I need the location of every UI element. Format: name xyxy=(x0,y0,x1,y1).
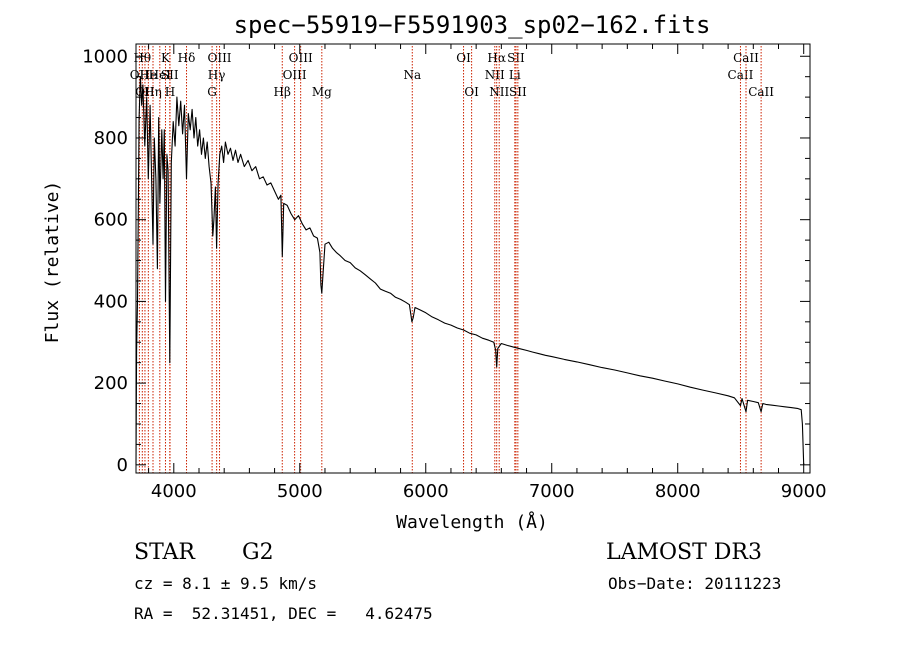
y-tick-label-3: 600 xyxy=(94,210,128,231)
x-tick-label-1: 5000 xyxy=(277,481,323,502)
series-layer xyxy=(135,76,805,465)
line-label-23: Li xyxy=(509,68,521,82)
line-label-18: OI xyxy=(456,51,471,65)
y-tick-label-1: 200 xyxy=(94,373,128,394)
series-line-spectrum xyxy=(135,76,805,465)
sky-coordinates: RA = 52.31451, DEC = 4.62475 xyxy=(134,604,433,623)
line-label-1: Hθ xyxy=(133,51,151,65)
x-tick-label-4: 8000 xyxy=(655,481,701,502)
x-tick-label-5: 9000 xyxy=(781,481,827,502)
line-label-27: CaII xyxy=(733,51,759,65)
line-label-26: CaII xyxy=(728,68,754,82)
line-label-7: SII xyxy=(161,68,179,82)
line-label-16: Mg xyxy=(312,85,332,99)
line-label-11: Hγ xyxy=(208,68,226,82)
emission-line-markers: OIIHθOIIHeHηHeIKSIIHHδGHγOIIIHβOIIIOIIIM… xyxy=(130,46,774,473)
line-label-25: SII xyxy=(509,85,527,99)
survey-name: LAMOST DR3 xyxy=(606,540,762,565)
line-label-28: CaII xyxy=(748,85,774,99)
line-label-14: OIII xyxy=(283,68,307,82)
line-label-13: Hβ xyxy=(274,85,291,99)
line-label-17: Na xyxy=(403,68,421,82)
y-axis-label: Flux (relative) xyxy=(42,181,63,344)
redshift-velocity: cz = 8.1 ± 9.5 km/s xyxy=(134,574,318,593)
x-tick-label-2: 6000 xyxy=(403,481,449,502)
y-tick-label-4: 800 xyxy=(94,128,128,149)
line-label-8: H xyxy=(165,85,175,99)
observation-date: Obs−Date: 20111223 xyxy=(608,574,782,593)
line-label-6: K xyxy=(161,51,171,65)
y-tick-label-0: 0 xyxy=(117,455,128,476)
line-label-20: NII xyxy=(485,68,505,82)
x-tick-label-0: 4000 xyxy=(151,481,197,502)
line-label-15: OIII xyxy=(289,51,313,65)
line-label-9: Hδ xyxy=(178,51,196,65)
chart-title: spec−55919−F5591903_sp02−162.fits xyxy=(234,11,711,39)
y-tick-label-5: 1000 xyxy=(82,46,128,67)
line-label-24: SII xyxy=(507,51,525,65)
x-tick-label-3: 7000 xyxy=(529,481,575,502)
line-label-0: OII xyxy=(130,68,150,82)
object-subclass: G2 xyxy=(242,540,274,565)
line-label-10: G xyxy=(207,85,217,99)
line-label-12: OIII xyxy=(207,51,231,65)
line-label-4: Hη xyxy=(144,85,162,99)
x-axis-label: Wavelength (Å) xyxy=(396,511,548,533)
line-label-19: OI xyxy=(464,85,479,99)
object-class: STAR xyxy=(134,540,195,565)
y-tick-label-2: 400 xyxy=(94,291,128,312)
line-label-22: NII xyxy=(489,85,509,99)
line-label-21: Hα xyxy=(487,51,506,65)
plot-frame xyxy=(135,43,811,474)
axes: 4000 5000 6000 7000 8000 9000 0 200 400 600 800 100… xyxy=(82,43,827,502)
